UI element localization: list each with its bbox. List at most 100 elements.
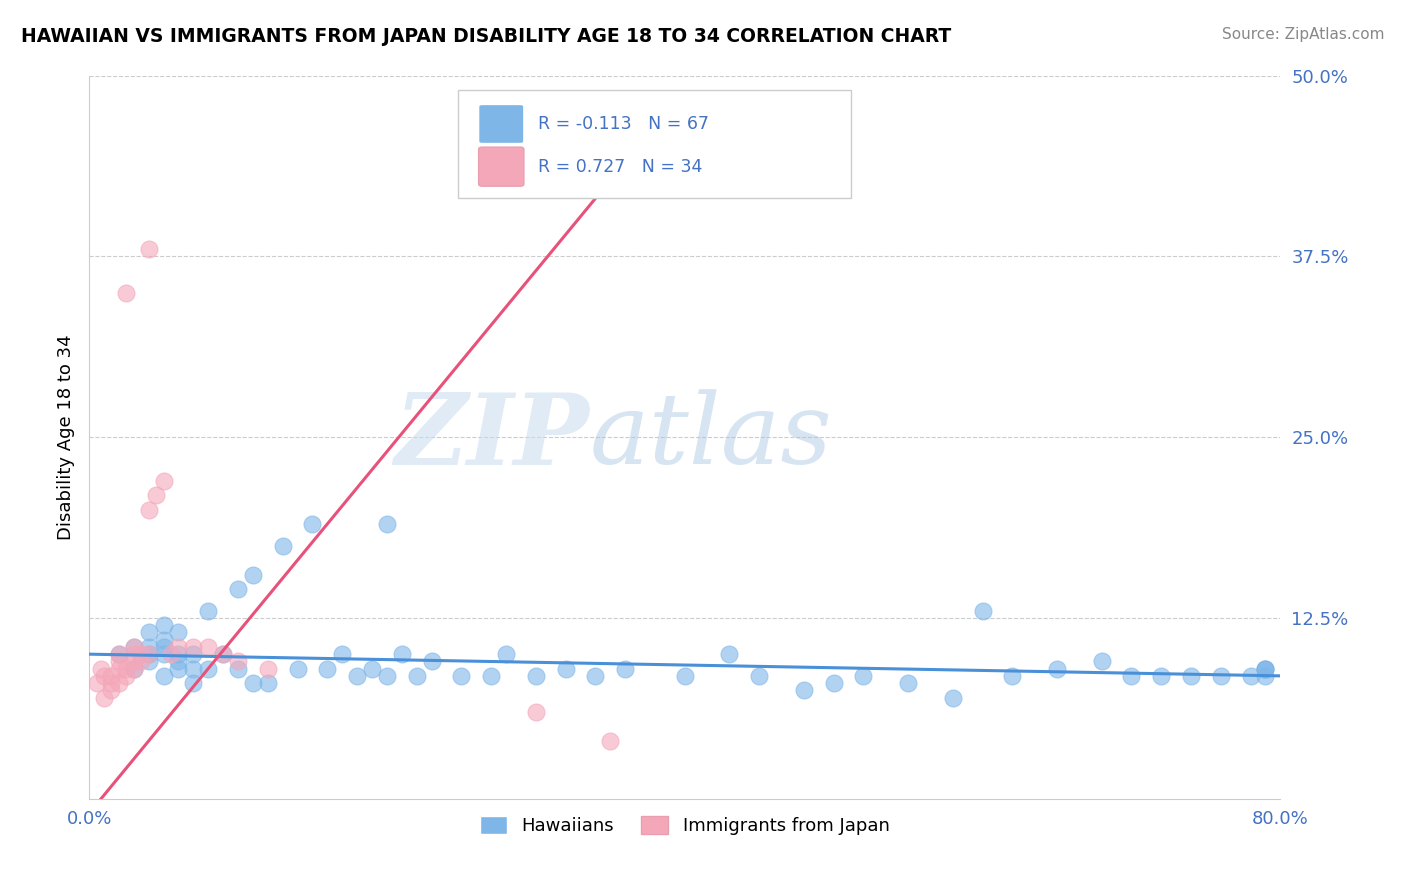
Point bbox=[361, 662, 384, 676]
Point bbox=[138, 654, 160, 668]
Point bbox=[100, 683, 122, 698]
Point bbox=[138, 502, 160, 516]
Text: R = -0.113   N = 67: R = -0.113 N = 67 bbox=[538, 115, 709, 133]
Point bbox=[495, 647, 517, 661]
Point bbox=[167, 662, 190, 676]
Point bbox=[287, 662, 309, 676]
Point bbox=[152, 632, 174, 647]
Point bbox=[1046, 662, 1069, 676]
Point bbox=[271, 539, 294, 553]
Point bbox=[583, 669, 606, 683]
Point bbox=[152, 647, 174, 661]
Point bbox=[197, 662, 219, 676]
Point bbox=[100, 676, 122, 690]
Point bbox=[197, 604, 219, 618]
Y-axis label: Disability Age 18 to 34: Disability Age 18 to 34 bbox=[58, 334, 75, 540]
Point bbox=[1254, 669, 1277, 683]
Point bbox=[1239, 669, 1261, 683]
Point bbox=[115, 669, 138, 683]
Point bbox=[301, 516, 323, 531]
Point bbox=[108, 676, 131, 690]
Point bbox=[524, 705, 547, 719]
Point bbox=[673, 669, 696, 683]
Point bbox=[420, 654, 443, 668]
Point bbox=[100, 669, 122, 683]
Point bbox=[1121, 669, 1143, 683]
Point bbox=[242, 676, 264, 690]
Point bbox=[167, 640, 190, 654]
Point bbox=[942, 690, 965, 705]
Point bbox=[115, 285, 138, 300]
Point bbox=[1150, 669, 1173, 683]
Point bbox=[226, 662, 249, 676]
Point bbox=[391, 647, 413, 661]
Point bbox=[138, 625, 160, 640]
Point bbox=[138, 640, 160, 654]
Point bbox=[122, 640, 145, 654]
Point bbox=[181, 640, 204, 654]
Point bbox=[108, 662, 131, 676]
Point bbox=[405, 669, 427, 683]
Point bbox=[152, 640, 174, 654]
Point bbox=[160, 647, 183, 661]
Text: R = 0.727   N = 34: R = 0.727 N = 34 bbox=[538, 158, 703, 176]
Point bbox=[897, 676, 920, 690]
Point bbox=[212, 647, 235, 661]
Point bbox=[346, 669, 368, 683]
Point bbox=[181, 662, 204, 676]
Point bbox=[115, 662, 138, 676]
Point bbox=[256, 662, 278, 676]
Point bbox=[145, 488, 167, 502]
Text: HAWAIIAN VS IMMIGRANTS FROM JAPAN DISABILITY AGE 18 TO 34 CORRELATION CHART: HAWAIIAN VS IMMIGRANTS FROM JAPAN DISABI… bbox=[21, 27, 952, 45]
Point bbox=[86, 676, 108, 690]
FancyBboxPatch shape bbox=[478, 147, 524, 186]
Point bbox=[138, 647, 160, 661]
Point bbox=[554, 662, 576, 676]
Point bbox=[93, 690, 115, 705]
Point bbox=[748, 669, 770, 683]
Point bbox=[524, 669, 547, 683]
Point bbox=[108, 654, 131, 668]
Point bbox=[129, 647, 152, 661]
Point bbox=[1254, 662, 1277, 676]
Point bbox=[197, 640, 219, 654]
Point bbox=[450, 669, 472, 683]
Point bbox=[718, 647, 741, 661]
Point bbox=[852, 669, 875, 683]
Point bbox=[181, 676, 204, 690]
Text: atlas: atlas bbox=[589, 390, 832, 485]
FancyBboxPatch shape bbox=[478, 104, 524, 144]
Point bbox=[93, 669, 115, 683]
Point bbox=[226, 582, 249, 596]
Point bbox=[167, 647, 190, 661]
Point bbox=[1254, 662, 1277, 676]
Point bbox=[122, 647, 145, 661]
Point bbox=[122, 654, 145, 668]
Point bbox=[152, 669, 174, 683]
Point bbox=[167, 625, 190, 640]
Point bbox=[138, 242, 160, 256]
Point bbox=[599, 734, 621, 748]
Point bbox=[122, 640, 145, 654]
Point bbox=[256, 676, 278, 690]
Text: Source: ZipAtlas.com: Source: ZipAtlas.com bbox=[1222, 27, 1385, 42]
Point bbox=[108, 647, 131, 661]
Point bbox=[1001, 669, 1024, 683]
Point bbox=[242, 567, 264, 582]
Point bbox=[181, 647, 204, 661]
Point bbox=[122, 662, 145, 676]
Point bbox=[152, 474, 174, 488]
Point bbox=[375, 669, 398, 683]
Point bbox=[226, 654, 249, 668]
Point bbox=[152, 618, 174, 632]
Point bbox=[129, 654, 152, 668]
Point bbox=[1180, 669, 1202, 683]
Point bbox=[90, 662, 112, 676]
Point bbox=[375, 516, 398, 531]
Point bbox=[479, 669, 502, 683]
Point bbox=[972, 604, 994, 618]
Point bbox=[614, 662, 637, 676]
Text: ZIP: ZIP bbox=[395, 389, 589, 485]
Point bbox=[823, 676, 845, 690]
Point bbox=[212, 647, 235, 661]
